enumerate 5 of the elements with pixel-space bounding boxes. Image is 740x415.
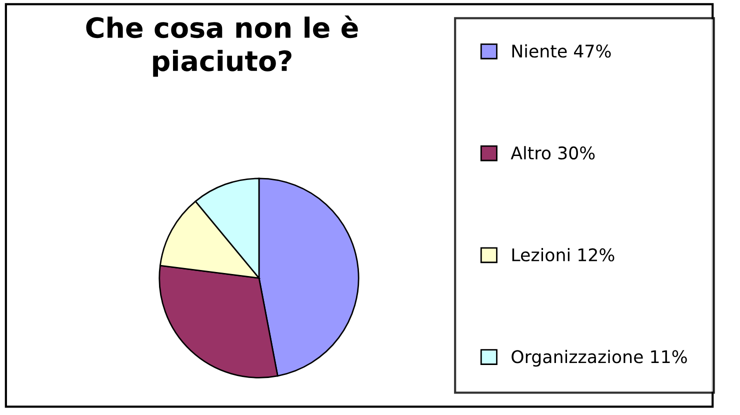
legend-label: Organizzazione 11% — [512, 350, 687, 367]
text: Che cosa non le è piaciuto? — [86, 15, 358, 77]
legend-label: Niente 47% — [512, 44, 611, 58]
legend-label: Altro 30% — [510, 146, 595, 160]
legend-label: Lezioni 12% — [512, 248, 614, 262]
